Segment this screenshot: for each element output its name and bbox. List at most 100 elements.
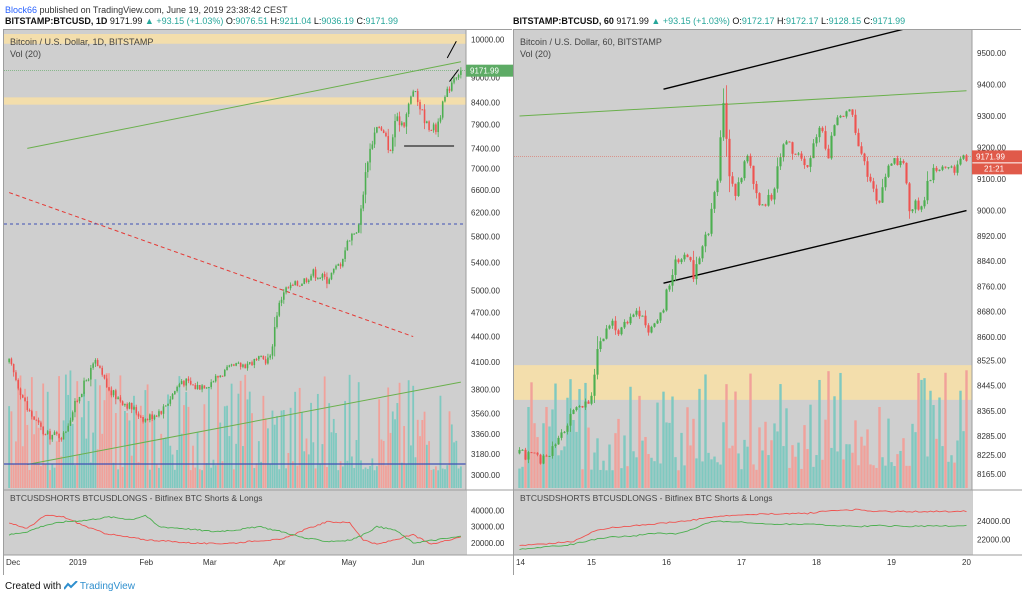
volume-bar (926, 456, 929, 488)
candle-body (848, 109, 851, 112)
candle-body (773, 188, 776, 200)
candle-body (713, 192, 716, 209)
candle-body (67, 425, 69, 432)
y-tick-label: 7900.00 (471, 121, 500, 130)
volume-bar (321, 444, 324, 488)
candle-body (423, 109, 426, 124)
volume-bar (423, 411, 426, 488)
volume-bar (608, 444, 611, 488)
candle-body (360, 208, 362, 225)
volume-bar (373, 470, 376, 488)
candle-body (872, 181, 875, 189)
volume-bar (824, 419, 827, 488)
candle-body (410, 96, 412, 104)
indicator-tick-label: 22000.00 (977, 536, 1011, 545)
candle-body (339, 264, 342, 267)
volume-bar (185, 392, 188, 488)
candle-body (653, 323, 656, 327)
volume-bar (845, 444, 848, 488)
volume-bar (198, 469, 201, 488)
candle-body (321, 274, 324, 278)
volume-bar (232, 469, 235, 488)
x-tick-label: 14 (516, 558, 525, 567)
lower-trendline (27, 381, 461, 466)
candle-body (542, 455, 545, 464)
right-chart-panel[interactable]: Bitcoin / U.S. Dollar, 60, BITSTAMP Vol (… (513, 29, 1022, 576)
price-tag-box (466, 64, 513, 77)
volume-bar (659, 463, 662, 488)
candle-body (83, 380, 85, 394)
volume-bar (264, 418, 267, 488)
candle-body (401, 122, 403, 126)
volume-bar (80, 417, 83, 488)
volume-bar (758, 427, 761, 488)
right-chart-svg[interactable]: Bitcoin / U.S. Dollar, 60, BITSTAMP Vol (… (514, 30, 1022, 576)
volume-bar (941, 446, 944, 488)
volume-bar (884, 465, 887, 488)
tradingview-brand[interactable]: TradingView (79, 581, 135, 592)
left-low: 9036.19 (321, 16, 354, 26)
volume-bar (448, 411, 451, 488)
candle-body (833, 125, 836, 136)
volume-bar (219, 422, 222, 488)
candle-body (35, 419, 38, 421)
candle-body (335, 265, 337, 269)
candle-body (767, 194, 770, 206)
shorts-series-line (9, 514, 462, 545)
volume-bar (28, 470, 31, 488)
volume-bar (590, 469, 593, 488)
candle-body (428, 121, 430, 130)
volume-bar (217, 376, 219, 488)
candle-body (80, 393, 83, 398)
volume-bar (734, 391, 737, 488)
candle-body (524, 449, 527, 460)
candle-body (929, 180, 932, 182)
volume-bar (770, 440, 773, 488)
publisher-username[interactable]: Block66 (5, 5, 38, 15)
volume-bar (87, 401, 90, 488)
volume-bar (362, 469, 365, 488)
candle-body (158, 411, 160, 417)
candle-body (398, 116, 401, 126)
candle-body (701, 246, 704, 259)
candle-body (160, 411, 163, 414)
left-chart-svg[interactable]: Bitcoin / U.S. Dollar, 1D, BITSTAMP Vol (… (4, 30, 513, 576)
right-high: 9172.17 (785, 16, 819, 26)
candle-body (893, 158, 896, 164)
candle-body (201, 385, 203, 390)
volume-bar (439, 395, 442, 488)
volume-bar (905, 465, 908, 488)
right-open: 9172.17 (741, 16, 775, 26)
volume-bar (836, 451, 839, 488)
volume-bar (255, 463, 258, 488)
candle-body (533, 452, 536, 454)
volume-bar (434, 466, 437, 488)
candle-body (267, 357, 269, 364)
volume-bar (282, 410, 285, 488)
volume-bar (902, 438, 905, 488)
volume-bar (680, 432, 683, 488)
left-chart-panel[interactable]: Bitcoin / U.S. Dollar, 1D, BITSTAMP Vol (… (3, 29, 513, 576)
volume-bar (632, 451, 635, 488)
candle-body (203, 385, 206, 389)
candle-body (164, 405, 167, 407)
created-with-label: Created with (5, 581, 62, 592)
y-tick-label: 8365.00 (977, 407, 1006, 416)
candle-body (119, 397, 122, 402)
volume-bar (896, 454, 899, 488)
candle-body (357, 224, 360, 233)
y-tick-label: 9100.00 (977, 175, 1006, 184)
candle-body (605, 328, 608, 339)
volume-bar (133, 395, 135, 488)
volume-bar (566, 397, 569, 488)
footer: Created with TradingView (5, 581, 135, 592)
volume-bar (635, 457, 638, 488)
candle-body (174, 391, 176, 395)
candle-body (219, 375, 222, 378)
volume-bar (85, 438, 88, 488)
y-tick-label: 7400.00 (471, 144, 500, 153)
x-tick-label: Feb (139, 558, 153, 567)
candle-body (258, 356, 260, 360)
volume-bar (776, 431, 779, 488)
indicator-tick-label: 24000.00 (977, 517, 1011, 526)
